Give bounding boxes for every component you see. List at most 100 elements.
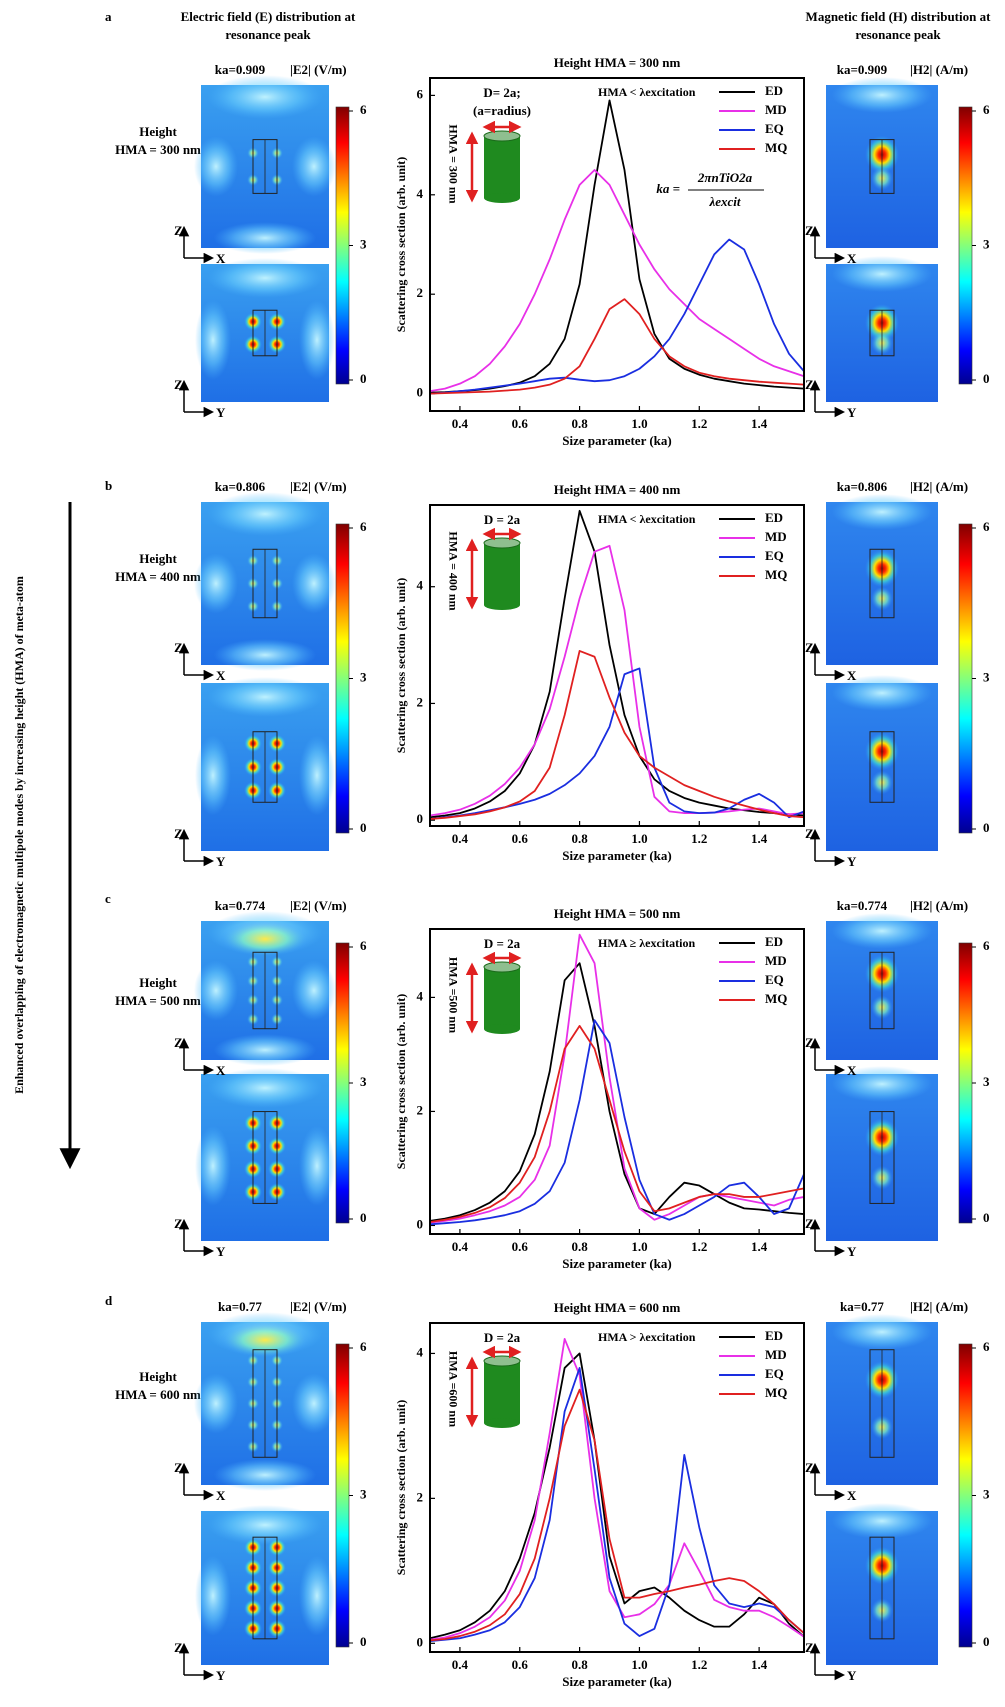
y-tick-label: 0 (417, 385, 424, 400)
colorbar (958, 106, 973, 385)
cylinder-body (484, 967, 520, 1029)
chart-title: Height HMA = 500 nm (554, 906, 681, 921)
y-tick-label: 4 (417, 578, 424, 593)
colorbar-tick-label: 6 (360, 102, 367, 117)
height-label: HMA = 500 nm (115, 993, 201, 1008)
x-axis-label: Size parameter (ka) (562, 433, 672, 448)
colorbar-tick-label: 0 (983, 1634, 990, 1649)
colorbar (958, 523, 973, 834)
height-annotation: HMA =600 nm (446, 1351, 460, 1427)
series-line (429, 99, 805, 394)
legend-label: EQ (765, 548, 784, 563)
colorbar-tick-label: 3 (983, 1486, 990, 1501)
colorbar-tick-label: 0 (360, 1634, 367, 1649)
field-spot (831, 675, 933, 711)
field-spot (195, 735, 231, 816)
y-tick-label: 6 (417, 86, 424, 101)
ka-label: ka=0.77 (840, 1299, 884, 1314)
chart-title: Height HMA = 400 nm (554, 482, 681, 497)
plot-frame (429, 77, 805, 412)
field-spot (213, 1034, 317, 1066)
axis-letter: Y (216, 1668, 226, 1683)
field-map (194, 492, 336, 671)
axis-letter: Z (174, 377, 183, 392)
legend-label: MD (765, 1347, 787, 1362)
ka-label: ka=0.909 (215, 62, 266, 77)
colorbar (958, 942, 973, 1224)
field-map (826, 77, 938, 248)
series-line (429, 1019, 805, 1226)
colorbar (335, 1343, 350, 1648)
formula-lhs: ka = (656, 181, 680, 196)
field-spot (195, 1125, 231, 1206)
axis-letter: Z (805, 1216, 814, 1231)
header: resonance peak (855, 27, 941, 42)
field-spot (299, 1125, 335, 1206)
series-line (429, 1352, 805, 1640)
field-spot (207, 1505, 323, 1545)
colorbar-tick-label: 3 (983, 1074, 990, 1089)
formula-denominator: λexcit (708, 194, 740, 209)
field-spot (299, 735, 335, 816)
panel-letter: c (105, 891, 111, 906)
field-map (194, 911, 336, 1066)
x-tick-label: 1.2 (691, 1657, 707, 1672)
x-tick-label: 1.4 (751, 1239, 768, 1254)
colorbar (335, 942, 350, 1224)
axis-letter: X (216, 251, 226, 266)
legend-label: MD (765, 953, 787, 968)
axis-letter: Z (174, 826, 183, 841)
series-line (429, 544, 805, 817)
y-tick-label: 0 (417, 1216, 424, 1231)
field-spot (220, 1322, 310, 1358)
series-line (429, 1338, 805, 1641)
x-tick-label: 1.2 (691, 1239, 707, 1254)
legend-label: ED (765, 510, 783, 525)
axis-letter: X (847, 1063, 857, 1078)
cylinder-bottom (484, 600, 520, 610)
legend-label: MQ (765, 567, 787, 582)
y-tick-label: 2 (417, 285, 424, 300)
height-label: HMA = 300 nm (115, 142, 201, 157)
y-tick-label: 0 (417, 811, 424, 826)
diameter-label: D= 2a; (483, 85, 520, 100)
y-tick-label: 4 (417, 186, 424, 201)
legend-label: MD (765, 102, 787, 117)
field-spot (194, 136, 238, 197)
panel-letter: a (105, 9, 112, 24)
x-tick-label: 0.4 (452, 831, 469, 846)
quantity-label: |H2| (A/m) (910, 479, 968, 494)
diameter-label: D = 2a (484, 936, 521, 951)
axis-letter: Y (216, 854, 226, 869)
panel-letter: b (105, 478, 112, 493)
axis-letter: Z (174, 1035, 183, 1050)
axis-letter: Z (174, 640, 183, 655)
field-spot (213, 639, 317, 671)
header: resonance peak (225, 27, 311, 42)
axis-letter: X (216, 1488, 226, 1503)
height-annotation: HMA =500 nm (446, 957, 460, 1033)
series-line (429, 667, 805, 820)
colorbar-tick-label: 3 (360, 1074, 367, 1089)
field-map (826, 675, 938, 851)
field-spot (213, 1459, 317, 1491)
colorbar-tick-label: 3 (983, 669, 990, 684)
x-tick-label: 0.6 (512, 1657, 529, 1672)
height-annotation: HMA = 400 nm (446, 531, 460, 610)
x-tick-label: 1.4 (751, 1657, 768, 1672)
ka-label: ka=0.806 (215, 479, 266, 494)
field-map (826, 1066, 938, 1241)
field-map (194, 75, 336, 254)
y-axis-label: Scattering cross section (arb. unit) (394, 157, 408, 332)
colorbar-tick-label: 0 (983, 371, 990, 386)
colorbar-tick-label: 0 (360, 1210, 367, 1225)
legend-label: ED (765, 83, 783, 98)
y-tick-label: 0 (417, 1634, 424, 1649)
plot-frame (429, 928, 805, 1235)
axis-letter: Z (174, 1640, 183, 1655)
field-map (826, 256, 938, 402)
condition-label: HMA ≥ λexcitation (598, 936, 695, 950)
y-axis-label: Scattering cross section (arb. unit) (394, 578, 408, 753)
colorbar-tick-label: 0 (983, 1210, 990, 1225)
